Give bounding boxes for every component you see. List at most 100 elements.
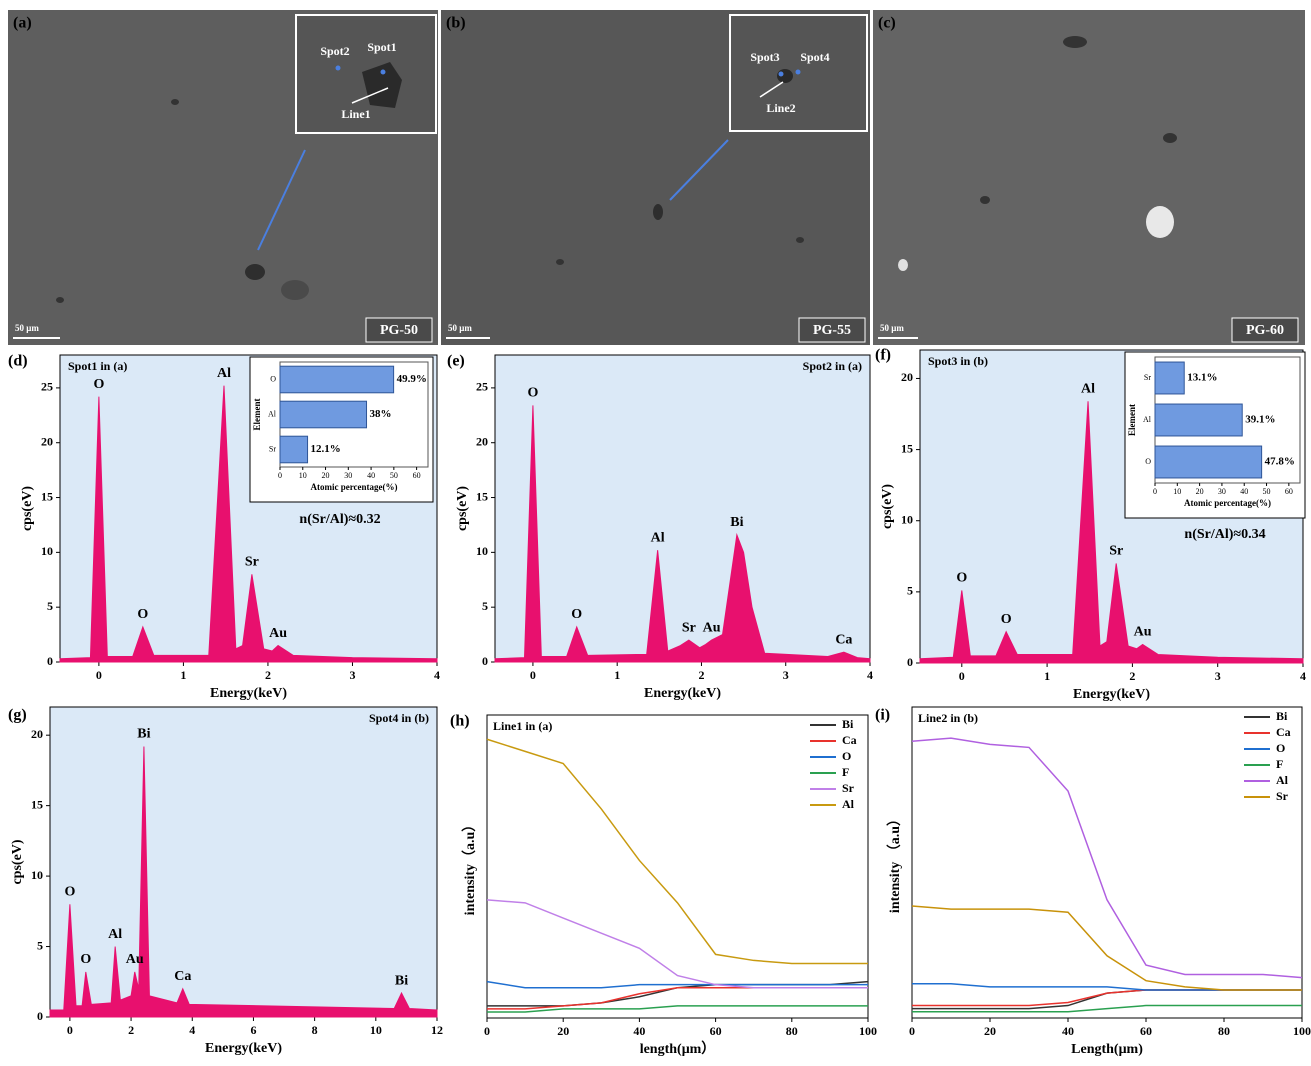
inset-bar — [1154, 445, 1263, 479]
inset-category: Al — [268, 409, 277, 418]
spectrum — [494, 405, 871, 663]
inset-category: Sr — [269, 444, 276, 453]
inset-x-label: Atomic percentage(%) — [1184, 498, 1271, 508]
y-tick-label: 0 — [47, 654, 53, 668]
y-tick-label: 10 — [901, 512, 913, 526]
particle — [362, 62, 402, 108]
inset-label: Line1 — [341, 107, 370, 121]
series-line — [911, 737, 1303, 979]
legend-label: F — [1276, 757, 1283, 771]
inset-tick-label: 60 — [413, 471, 421, 480]
x-tick-label: 4 — [189, 1023, 195, 1037]
peak-label: Au — [269, 626, 287, 641]
x-tick-label: 80 — [786, 1024, 798, 1038]
sample-label: PG-55 — [813, 323, 851, 338]
y-tick-label: 20 — [41, 434, 53, 448]
sample-box — [798, 317, 866, 343]
y-axis-label: cps(eV) — [880, 484, 895, 529]
x-axis-label: Length(μm) — [1071, 1042, 1143, 1057]
x-tick-label: 0 — [530, 668, 536, 682]
peak-label: Bi — [395, 973, 408, 988]
y-axis-label: cps(eV) — [20, 486, 35, 531]
x-tick-label: 100 — [859, 1024, 877, 1038]
subtitle: Spot3 in (b) — [928, 354, 988, 368]
peak-label: Sr — [1109, 544, 1123, 559]
particle — [653, 204, 663, 220]
sample-label: PG-60 — [1246, 323, 1284, 338]
y-tick-label: 0 — [482, 654, 488, 668]
sem-image: (c) 50 μm PG-60 — [873, 10, 1305, 345]
x-tick-label: 2 — [265, 668, 271, 682]
arrow — [257, 149, 306, 251]
inset-tick-label: 20 — [1196, 487, 1204, 496]
line-marker — [351, 87, 389, 104]
peak-label: Al — [651, 530, 665, 545]
peak-label: O — [93, 377, 104, 392]
series-line — [486, 899, 868, 989]
particle — [1146, 206, 1174, 238]
plot-area — [911, 706, 1303, 1019]
particle — [56, 297, 64, 303]
x-tick-label: 8 — [312, 1023, 318, 1037]
peak-label: O — [571, 607, 582, 622]
spot — [795, 69, 801, 75]
peak-label: Ca — [835, 632, 852, 647]
legend-label: Sr — [842, 781, 855, 795]
inset-label: Spot4 — [800, 50, 829, 64]
ratio-note: n(Sr/Al)≈0.34 — [1184, 527, 1265, 542]
inset-bar — [1154, 361, 1185, 395]
ratio-note: n(Sr/Al)≈0.32 — [299, 512, 380, 527]
panel-label: (d) — [8, 353, 28, 370]
y-tick-label: 15 — [901, 441, 913, 455]
legend-label: Sr — [1276, 789, 1289, 803]
y-tick-label: 10 — [31, 868, 43, 882]
plot-area — [494, 354, 871, 663]
x-axis-label: Energy(keV) — [205, 1041, 282, 1056]
line-marker — [759, 81, 784, 98]
particle — [1163, 133, 1177, 143]
panel-label: (c) — [878, 15, 896, 32]
particle — [1063, 36, 1087, 48]
x-tick-label: 100 — [1293, 1024, 1311, 1038]
particle — [281, 280, 309, 300]
legend-label: Bi — [1276, 709, 1288, 723]
y-axis-label: cps(eV) — [455, 486, 470, 531]
legend-label: Al — [842, 797, 855, 811]
subtitle: Line2 in (b) — [918, 711, 978, 725]
peak-label: O — [956, 571, 967, 586]
inset-category: O — [270, 374, 276, 383]
y-tick-label: 5 — [482, 599, 488, 613]
x-axis-label: Energy(keV) — [644, 686, 721, 701]
y-tick-label: 15 — [31, 797, 43, 811]
inset-bar — [279, 400, 368, 429]
inset-label: Line2 — [766, 101, 795, 115]
legend-label: Ca — [842, 733, 857, 747]
peak-label: Sr — [682, 620, 696, 635]
x-tick-label: 12 — [431, 1023, 443, 1037]
inset-category: Sr — [1144, 373, 1151, 382]
x-tick-label: 0 — [909, 1024, 915, 1038]
x-tick-label: 0 — [67, 1023, 73, 1037]
inset-tick-label: 0 — [1153, 487, 1157, 496]
peak-label: Al — [217, 366, 231, 381]
panel-label: (b) — [446, 15, 466, 32]
sem-image: Spot2 Spot1 Line1 (a) 50 μm PG-50 — [8, 10, 438, 345]
y-tick-label: 20 — [901, 370, 913, 384]
x-tick-label: 2 — [698, 668, 704, 682]
inset-tick-label: 30 — [1218, 487, 1226, 496]
spectrum — [59, 385, 438, 663]
y-tick-label: 5 — [907, 584, 913, 598]
particle — [556, 259, 564, 265]
subtitle: Spot4 in (b) — [369, 711, 429, 725]
inset-label: Spot2 — [320, 44, 349, 58]
x-tick-label: 10 — [370, 1023, 382, 1037]
x-tick-label: 40 — [1062, 1024, 1074, 1038]
inset-label: Spot1 — [367, 40, 396, 54]
scale-label: 50 μm — [880, 323, 904, 333]
inset-bar — [279, 365, 395, 394]
peak-label: Ca — [174, 969, 191, 984]
inset-tick-label: 10 — [299, 471, 307, 480]
subtitle: Spot1 in (a) — [68, 359, 127, 373]
inset-tick-label: 0 — [278, 471, 282, 480]
inset-tick-label: 60 — [1285, 487, 1293, 496]
